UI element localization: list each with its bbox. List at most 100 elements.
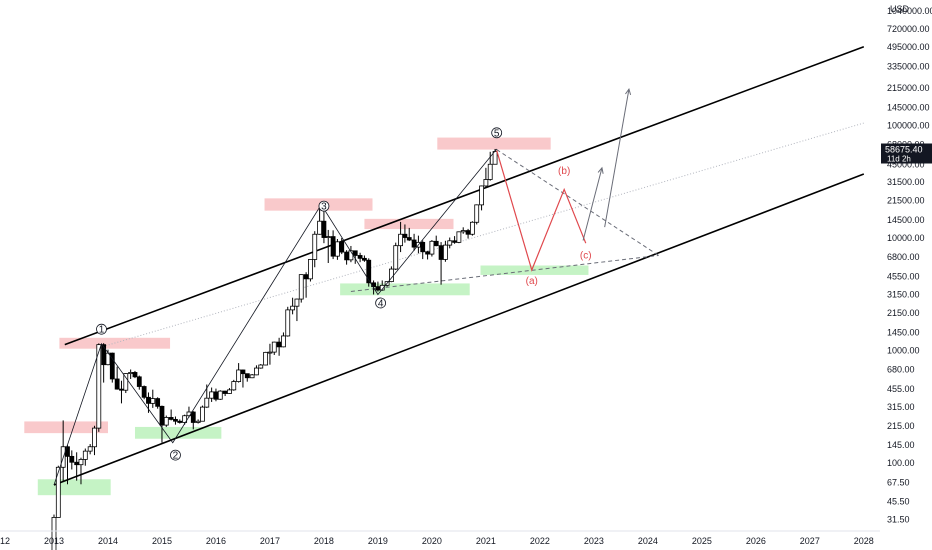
candle-body	[317, 220, 323, 235]
countdown-text: 11d 2h	[887, 154, 911, 163]
wave-label-circle	[491, 127, 503, 139]
candle-body	[177, 420, 183, 423]
candle-body	[263, 351, 269, 366]
price-tick-label: 6800.00	[887, 252, 920, 262]
candle-body	[393, 245, 399, 270]
candle-body	[213, 391, 219, 400]
candle-body	[452, 240, 457, 243]
candle-body	[101, 344, 107, 366]
candle-body	[456, 231, 462, 243]
resistance-zone	[24, 421, 108, 434]
candle-body	[344, 251, 350, 261]
resistance-zone	[364, 218, 454, 230]
wave-label-circle	[170, 449, 181, 461]
candle-body	[276, 341, 282, 348]
wave-label-circle	[375, 297, 387, 309]
projection-arrow-head	[625, 88, 632, 96]
price-tick-label: 45000.00	[887, 159, 925, 169]
price-tick-label: 100.00	[887, 458, 915, 468]
candle-body	[308, 259, 313, 280]
candle-body	[114, 378, 120, 390]
time-tick-label: 2013	[44, 536, 64, 546]
support-zone	[134, 426, 222, 439]
price-tick-label: 145000.00	[887, 102, 930, 112]
candle-body	[87, 446, 93, 452]
resistance-zone	[264, 198, 373, 211]
candle-body	[96, 344, 102, 429]
price-tick-label: 14500.00	[887, 215, 925, 225]
wave-label: 4	[378, 298, 384, 309]
time-axis[interactable]: 2012 2013 2014 2015 2016 2017 2018 2019 2020 2021…	[0, 530, 880, 546]
price-tick-label: 215000.00	[887, 83, 930, 93]
candle-body	[285, 309, 291, 337]
price-tick-label: 45.50	[887, 497, 910, 507]
candle-body	[173, 418, 178, 422]
time-tick-label: 2019	[368, 536, 388, 546]
candle-body	[244, 373, 250, 379]
support-zone	[340, 283, 470, 296]
candle-body	[163, 417, 169, 426]
candle-body	[55, 466, 61, 518]
candle-body	[442, 244, 448, 260]
support-zone	[37, 479, 111, 496]
time-tick-label: 2021	[476, 536, 496, 546]
price-tick-label: 31500.00	[887, 177, 925, 187]
candle-body	[325, 236, 331, 238]
candle-body	[339, 241, 345, 253]
abc-label: (b)	[558, 166, 570, 177]
candle-body	[258, 364, 264, 369]
candle-body	[236, 369, 242, 382]
projection-arrow-head	[597, 166, 604, 174]
candle-body	[159, 405, 165, 426]
time-tick-label: 2017	[260, 536, 280, 546]
resistance-zone	[437, 137, 551, 150]
price-tick-label: 720000.00	[887, 24, 930, 34]
candle-body	[128, 372, 134, 374]
candle-body	[281, 335, 286, 348]
candle-body	[119, 388, 124, 391]
candle-body	[254, 367, 259, 376]
time-tick-label: 2022	[530, 536, 550, 546]
candle-body	[366, 259, 372, 284]
last-price-text: 58675.40	[885, 144, 923, 154]
price-tick-label: 215.00	[887, 421, 915, 431]
candle-body	[240, 369, 246, 375]
price-tick-label: 680.00	[887, 364, 915, 374]
candle-body	[82, 450, 88, 460]
candle-body	[155, 398, 161, 407]
candle-body	[209, 391, 215, 399]
candle-body	[362, 257, 367, 261]
candle-body	[249, 374, 255, 379]
price-tick-label: 31.50	[887, 515, 910, 525]
candle-body	[469, 221, 475, 235]
time-tick-label: 2018	[314, 536, 334, 546]
candle-body	[190, 411, 196, 423]
price-tick-label: 335000.00	[887, 61, 930, 71]
last-price-bg	[881, 143, 932, 164]
candle-body	[357, 255, 363, 259]
time-tick-label: 2026	[746, 536, 766, 546]
candle-body	[290, 305, 296, 311]
candle-body	[479, 185, 484, 206]
time-tick-label: 2020	[422, 536, 442, 546]
candle-body	[312, 233, 318, 260]
candle-body	[200, 406, 205, 422]
candle-body	[298, 274, 304, 300]
wave-label: 5	[494, 128, 500, 139]
channel-midline	[97, 122, 864, 349]
candle-body	[460, 230, 466, 233]
price-tick-label: 10000.00	[887, 233, 925, 243]
elliott-wave-path	[53, 148, 497, 486]
price-axis[interactable]: USD 1040000.00 720000.00 495000.00 335000.0…	[887, 4, 932, 525]
time-tick-label: 2014	[98, 536, 118, 546]
wave-label: 2	[173, 451, 179, 462]
candle-body	[136, 376, 142, 387]
wave-label-circle	[96, 323, 107, 335]
dashed-trendline	[350, 254, 659, 292]
candle-body	[227, 389, 232, 394]
price-tick-label: 67.50	[887, 477, 910, 487]
candle-body	[465, 230, 471, 235]
candle-body	[425, 251, 430, 255]
channel-line	[53, 173, 865, 486]
